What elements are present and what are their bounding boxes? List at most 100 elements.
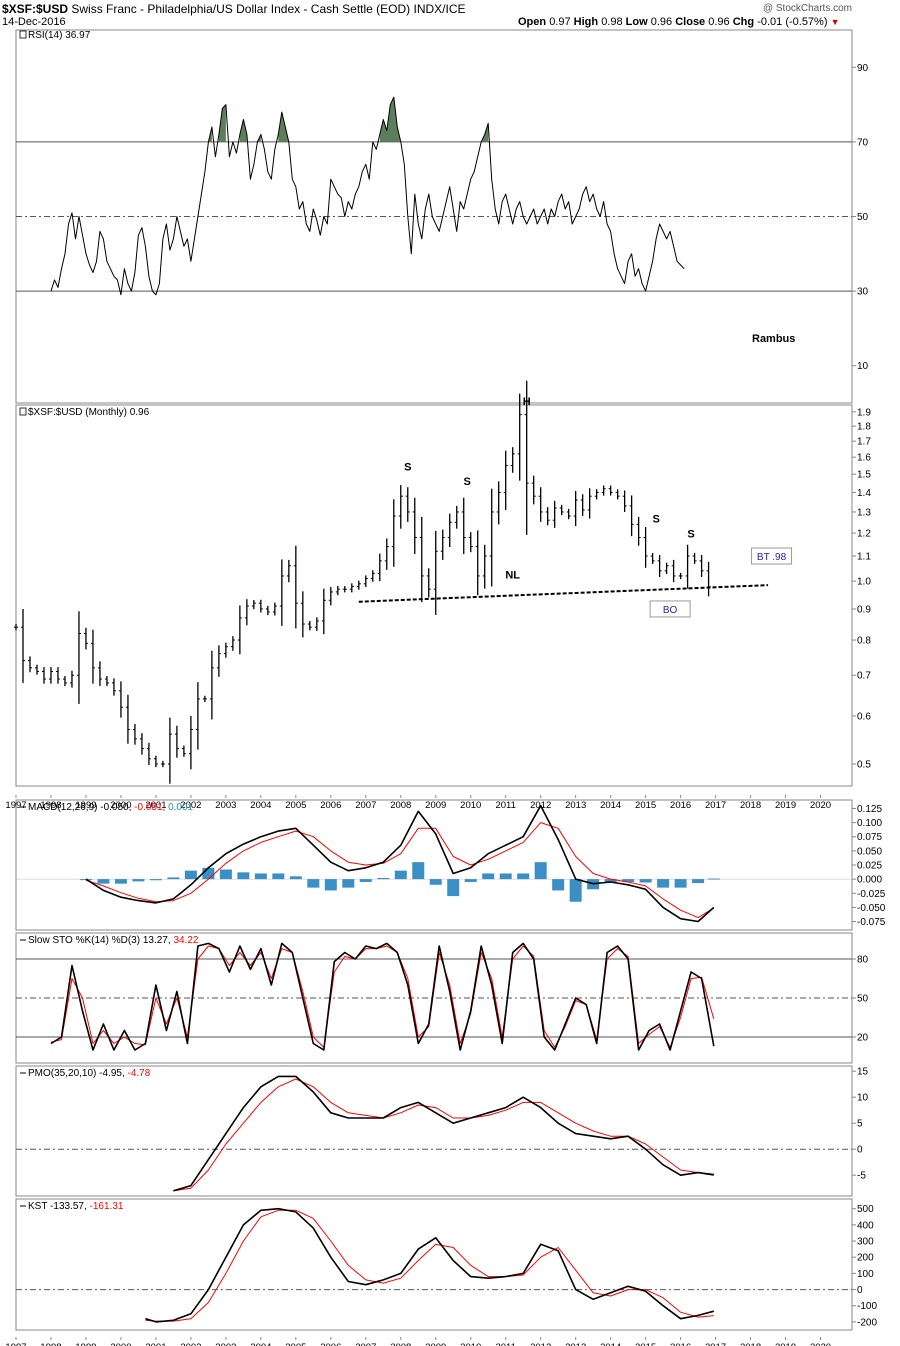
macd-hist-bar <box>482 873 495 880</box>
rsi-line <box>50 96 685 296</box>
pmo-signal-value: -4.78 <box>128 1068 151 1079</box>
bottom-year-xtick-label: 2010 <box>460 1342 481 1346</box>
macd-hist-bar <box>132 879 145 882</box>
bottom-year-xtick-label: 2001 <box>145 1342 166 1346</box>
macd-hist-bar <box>657 879 670 888</box>
callout-box <box>649 600 691 618</box>
kst-ytick-label: 400 <box>857 1220 874 1231</box>
kst-ytick-label: -100 <box>857 1301 877 1312</box>
macd-hist-bar <box>359 879 372 882</box>
top-year-xtick-label: 2007 <box>355 800 376 811</box>
bottom-year-xtick-label: 2015 <box>635 1342 656 1346</box>
macd-hist-bar <box>692 879 705 884</box>
pmo-signal-line <box>173 1078 714 1192</box>
macd-histogram <box>79 862 720 902</box>
top-year-xtick-label: 2013 <box>565 800 586 811</box>
rsi-ytick-label: 10 <box>857 361 869 372</box>
high-label: High <box>573 16 599 28</box>
top-year-xtick-label: 2018 <box>740 800 761 811</box>
macd-hist-bar <box>272 873 285 880</box>
pattern-label-h: H <box>523 396 531 408</box>
macd-line <box>85 804 715 923</box>
callout-box <box>751 547 793 565</box>
macd-hist-bar <box>447 879 460 897</box>
price-ytick-label: 0.6 <box>857 711 871 722</box>
price-ytick-label: 1.5 <box>857 470 871 481</box>
macd-ytick-label: 0.025 <box>857 861 882 872</box>
price-frame <box>15 404 853 787</box>
sto-d-line <box>50 945 715 1048</box>
macd-hist-bar <box>674 879 687 888</box>
bottom-year-xtick-label: 1998 <box>40 1342 61 1346</box>
rambus-annotation: Rambus <box>752 333 795 345</box>
kst-signal-value: -161.31 <box>90 1201 124 1212</box>
pattern-label-s: S <box>687 529 694 541</box>
bottom-year-xtick-label: 2017 <box>705 1342 726 1346</box>
macd-signal-line <box>85 822 715 919</box>
pmo-ytick-label: -5 <box>857 1171 866 1182</box>
close-label: Close <box>675 16 706 28</box>
kst-ytick-label: -200 <box>857 1317 877 1328</box>
down-arrow-icon: ▼ <box>830 17 840 27</box>
macd-hist-bar <box>534 862 547 880</box>
rsi-overbought-fill <box>218 104 226 142</box>
macd-hist-bar <box>639 879 652 883</box>
macd-hist-bar <box>184 870 197 880</box>
watermark: @ StockCharts.com <box>762 3 852 14</box>
macd-hist-bar <box>342 879 355 888</box>
top-year-xtick-label: 2004 <box>250 800 271 811</box>
macd-hist-bar <box>569 879 582 902</box>
macd-hist-bar <box>114 879 127 884</box>
top-year-xtick-label: 2000 <box>110 800 131 811</box>
bottom-year-xtick-label: 2002 <box>180 1342 201 1346</box>
macd-hist-bar <box>219 869 232 880</box>
top-year-xtick-label: 2014 <box>600 800 621 811</box>
price-ytick-label: 1.6 <box>857 453 871 464</box>
pattern-label-nl: NL <box>505 570 520 582</box>
price-ytick-label: 0.9 <box>857 604 871 615</box>
description: Swiss Franc - Philadelphia/US Dollar Ind… <box>71 2 411 16</box>
top-year-xtick-label: 2010 <box>460 800 481 811</box>
macd-ytick-label: -0.075 <box>857 917 886 928</box>
bottom-year-xtick-label: 2014 <box>600 1342 621 1346</box>
chg-value: -0.01 (-0.57%) <box>757 16 828 28</box>
sto-k-line <box>50 942 715 1051</box>
low-label: Low <box>625 16 648 28</box>
macd-ytick-label: 0.125 <box>857 804 882 815</box>
price-legend-icon <box>19 407 27 416</box>
pmo-ytick-label: 0 <box>857 1145 863 1156</box>
kst-ytick-label: 0 <box>857 1285 863 1296</box>
macd-hist-bar <box>429 879 442 885</box>
bottom-year-xtick-label: 2000 <box>110 1342 131 1346</box>
open-label: Open <box>518 16 547 28</box>
price-ytick-label: 1.2 <box>857 529 871 540</box>
top-year-xtick-label: 2020 <box>810 800 831 811</box>
pattern-label-s: S <box>464 476 471 488</box>
price-ytick-label: 1.9 <box>857 407 871 418</box>
price-ytick-label: 0.5 <box>857 760 871 771</box>
rsi-ytick-label: 90 <box>857 63 869 74</box>
kst-frame <box>15 1198 853 1331</box>
macd-hist-bar <box>604 879 617 882</box>
rsi-ytick-label: 30 <box>857 287 869 298</box>
low-value: 0.96 <box>650 16 673 28</box>
bottom-year-xtick-label: 2009 <box>425 1342 446 1346</box>
top-year-xtick-label: 1999 <box>75 800 96 811</box>
price-ytick-label: 1.3 <box>857 507 871 518</box>
macd-hist-bar <box>377 878 390 880</box>
pattern-label-s: S <box>652 513 659 525</box>
macd-ytick-label: 0.050 <box>857 846 882 857</box>
bottom-year-xtick-label: 2004 <box>250 1342 271 1346</box>
chart-date: 14-Dec-2016 <box>2 16 66 28</box>
top-year-xtick-label: 2015 <box>635 800 656 811</box>
top-year-xtick-label: 2019 <box>775 800 796 811</box>
macd-legend: MACD(12,26,9) -0.050, -0.051, 0.001 <box>28 802 194 813</box>
rsi-ytick-label: 50 <box>857 212 869 223</box>
macd-hist-bar <box>97 879 110 884</box>
pmo-ytick-label: 10 <box>857 1093 869 1104</box>
macd-ytick-label: -0.050 <box>857 903 886 914</box>
macd-signal-value: -0.051, <box>134 802 168 813</box>
top-year-xtick-label: 2017 <box>705 800 726 811</box>
